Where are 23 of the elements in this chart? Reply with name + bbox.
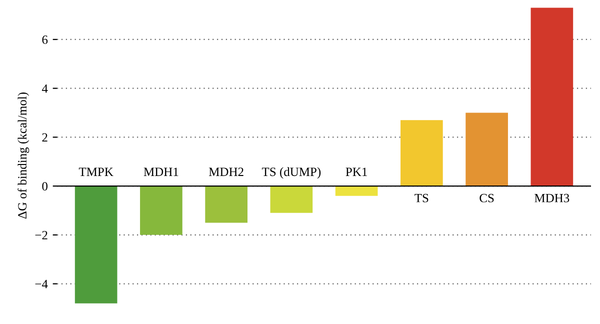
bar: [466, 112, 508, 186]
bar: [530, 8, 574, 186]
y-tick-label: 0: [42, 182, 48, 191]
y-tick-label: −2: [35, 230, 48, 240]
x-tick-label: MDH2: [208, 168, 244, 176]
y-tick-label: 4: [42, 84, 48, 93]
y-tick-label: −4: [35, 280, 48, 288]
x-tick-label: PK1: [346, 168, 367, 176]
bar: [335, 186, 378, 196]
y-tick-label: 2: [42, 133, 48, 142]
bar: [270, 186, 313, 213]
bar: [74, 186, 118, 304]
x-tick-label: MDH1: [144, 168, 178, 176]
bar: [205, 186, 248, 223]
x-tick-label: TS (dUMP): [262, 167, 321, 179]
x-tick-label: MDH3: [534, 194, 570, 202]
x-tick-label: CS: [480, 194, 494, 202]
bar: [140, 186, 182, 235]
y-axis-title: ΔG of binding (kcal/mol): [18, 92, 30, 219]
y-tick-label: 6: [42, 36, 48, 44]
bar: [400, 120, 443, 186]
x-tick-label: TMPK: [78, 168, 114, 176]
x-tick-label: TS: [414, 194, 428, 202]
